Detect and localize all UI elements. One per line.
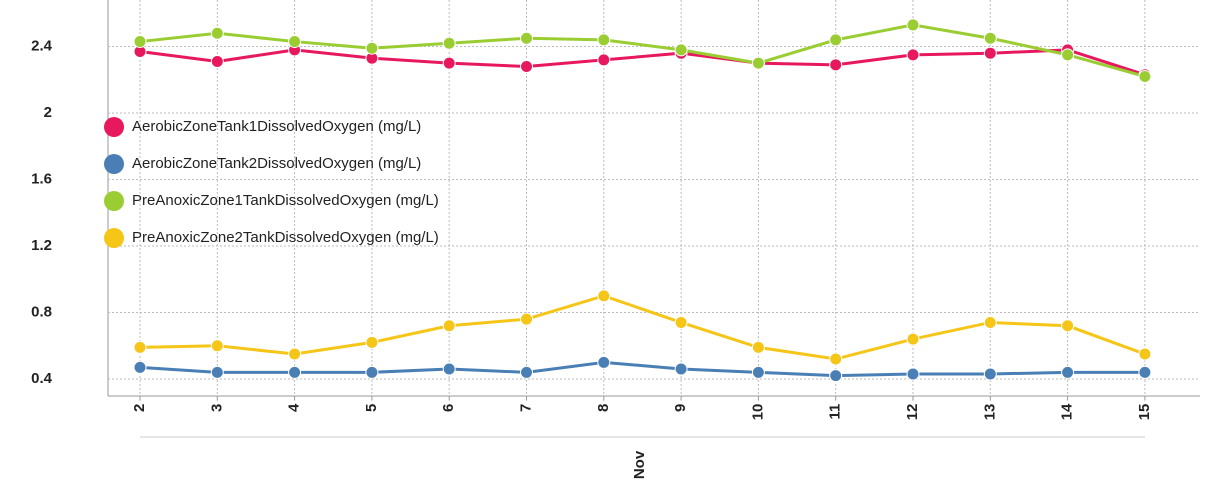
point [442, 56, 456, 70]
point [365, 335, 379, 349]
x-tick-label: 4 [286, 403, 303, 412]
x-tick-label: 11 [827, 404, 844, 420]
legend-label: AerobicZoneTank1DissolvedOxygen (mg/L) [132, 118, 421, 135]
point [365, 41, 379, 55]
point [597, 289, 611, 303]
point [983, 367, 997, 381]
x-tick-label: 15 [1136, 404, 1153, 421]
point [906, 18, 920, 32]
series-line [139, 294, 1146, 361]
point [751, 365, 765, 379]
point [983, 31, 997, 45]
point [133, 360, 147, 374]
point [906, 367, 920, 381]
point [597, 53, 611, 67]
point [210, 365, 224, 379]
legend-swatch [104, 191, 124, 211]
point [751, 340, 765, 354]
point [288, 347, 302, 361]
point [983, 46, 997, 60]
y-tick-label: 0.4 [31, 370, 53, 387]
point [597, 355, 611, 369]
point [133, 35, 147, 49]
x-tick-label: 10 [749, 404, 766, 421]
series-line [139, 360, 1145, 378]
x-tick-label: 5 [363, 404, 380, 412]
y-tick-label: 1.6 [31, 170, 52, 187]
point [365, 365, 379, 379]
point [1138, 365, 1152, 379]
point [829, 369, 843, 383]
x-tick-label: 9 [672, 404, 689, 412]
point [288, 365, 302, 379]
legend-label: PreAnoxicZone1TankDissolvedOxygen (mg/L) [132, 192, 439, 209]
point [983, 315, 997, 329]
point [1061, 48, 1075, 62]
series-line [139, 23, 1146, 78]
y-tick-label: 2 [44, 104, 52, 121]
point [674, 362, 688, 376]
y-tick-label: 0.8 [31, 303, 52, 320]
legend-swatch [104, 117, 124, 137]
point [210, 339, 224, 353]
point [906, 332, 920, 346]
point [210, 55, 224, 69]
legend-swatch [104, 154, 124, 174]
x-tick-label: 14 [1059, 403, 1076, 420]
x-tick-label: 13 [981, 404, 998, 421]
point [1138, 347, 1152, 361]
point [442, 319, 456, 333]
x-tick-label: 8 [595, 404, 612, 412]
point [906, 48, 920, 62]
point [1061, 319, 1075, 333]
point [674, 43, 688, 57]
point [520, 312, 533, 326]
legend-swatch [104, 228, 124, 248]
point [829, 33, 843, 47]
point [751, 56, 765, 70]
point [829, 352, 843, 366]
point [288, 35, 302, 49]
point [442, 362, 456, 376]
point [520, 365, 533, 379]
point [829, 58, 843, 72]
point [210, 26, 224, 40]
legend-label: AerobicZoneTank2DissolvedOxygen (mg/L) [132, 155, 421, 172]
point [674, 315, 688, 329]
x-tick-label: 6 [440, 404, 457, 412]
y-tick-label: 2.4 [31, 38, 53, 55]
legend-label: PreAnoxicZone2TankDissolvedOxygen (mg/L) [132, 229, 439, 246]
x-tick-label: 2 [131, 404, 148, 412]
point [597, 33, 611, 47]
point [520, 31, 533, 45]
x-tick-label: 12 [904, 404, 921, 421]
point [1061, 365, 1075, 379]
point [133, 340, 147, 354]
series-line [139, 48, 1146, 77]
point [520, 59, 533, 73]
x-tick-label: 7 [517, 404, 534, 412]
y-tick-label: 1.2 [31, 237, 52, 254]
point [442, 36, 456, 50]
x-axis-title: Nov [631, 450, 648, 479]
point [1138, 69, 1152, 83]
x-tick-label: 3 [208, 404, 225, 412]
